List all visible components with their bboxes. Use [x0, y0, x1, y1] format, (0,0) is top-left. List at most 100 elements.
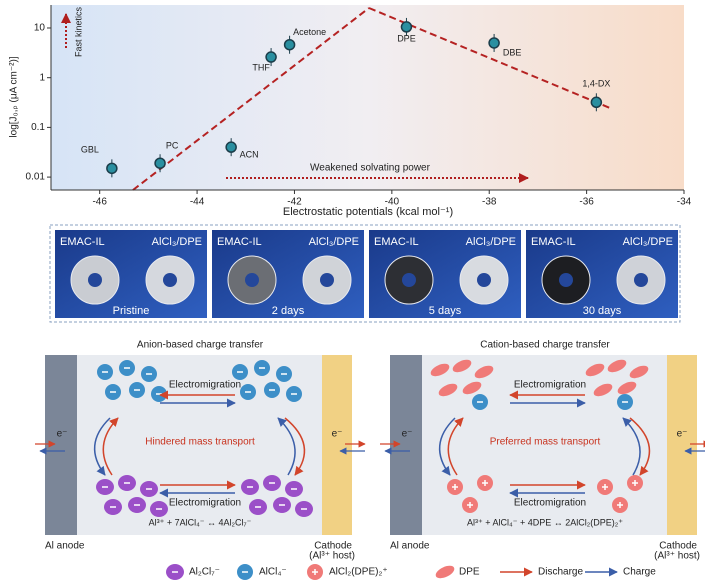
point-label: DPE — [397, 33, 416, 43]
point-label: ACN — [240, 150, 259, 160]
dpe — [617, 381, 637, 395]
legend-label: AlCl₄⁻ — [259, 567, 287, 578]
dpe — [585, 363, 605, 377]
dpe — [629, 365, 649, 379]
cathode-label: (Al³⁺ host) — [654, 551, 700, 562]
y-axis-label: log[J₀,ₚ (μA cm⁻²)] — [9, 56, 20, 137]
label: Electromigration — [169, 380, 241, 391]
discharge-arrow — [629, 417, 651, 476]
x-axis-label: Electrostatic potentials (kcal mol⁻¹) — [283, 206, 453, 218]
equation: Al³⁺ + AlCl₄⁻ + 4DPE ↔ 2AlCl₂(DPE)₂⁺ — [467, 517, 623, 527]
anode-label: Al anode — [45, 541, 85, 552]
label: Electromigration — [169, 498, 241, 509]
disc-hole — [634, 273, 648, 287]
dpe — [474, 365, 494, 379]
y-tick-label: 0.01 — [26, 172, 46, 183]
dpe — [607, 359, 627, 373]
point — [106, 162, 118, 175]
photo-label: EMAC-IL — [60, 236, 105, 248]
annotation: Fast kinetics — [73, 6, 83, 57]
transport-label: Preferred mass transport — [490, 437, 601, 448]
diagram-title: Anion-based charge transfer — [137, 340, 264, 351]
photo-label: AlCl₃/DPE — [152, 236, 202, 248]
electron: e⁻ — [57, 429, 68, 440]
transport-label: Hindered mass transport — [145, 437, 255, 448]
point — [225, 141, 237, 153]
charge-arrow — [438, 417, 456, 476]
charge-arrow — [277, 417, 296, 476]
charge-arrow — [93, 417, 111, 476]
point-label: 1,4-DX — [582, 79, 610, 89]
photo-caption: 30 days — [583, 305, 622, 317]
x-tick-label: -46 — [92, 197, 107, 208]
point-label: GBL — [81, 145, 99, 155]
anode-label: Al anode — [390, 541, 430, 552]
photo-caption: Pristine — [113, 305, 150, 317]
x-tick-label: -34 — [677, 197, 692, 208]
point-label: DBE — [503, 47, 522, 57]
point — [590, 96, 603, 109]
photo-label: EMAC-IL — [217, 236, 262, 248]
disc-hole — [402, 273, 416, 287]
x-tick-label: -38 — [482, 197, 497, 208]
dpe — [438, 383, 458, 397]
equation: Al³⁺ + 7AlCl₄⁻ ↔ 4Al₂Cl₇⁻ — [149, 517, 252, 527]
point-label: Acetone — [293, 27, 326, 37]
point — [265, 51, 277, 63]
cathode-label: (Al³⁺ host) — [309, 551, 355, 562]
cathode-label: Cathode — [659, 541, 697, 552]
point — [154, 157, 166, 169]
cathode — [322, 355, 352, 535]
cathode — [667, 355, 697, 535]
electron: e⁻ — [402, 429, 413, 440]
disc-hole — [245, 273, 259, 287]
point — [400, 21, 413, 33]
photo-label: EMAC-IL — [374, 236, 419, 248]
photo-label: AlCl₃/DPE — [466, 236, 516, 248]
x-tick-label: -42 — [287, 197, 302, 208]
legend-label: Al₂Cl₇⁻ — [189, 567, 220, 578]
discharge-arrow — [284, 417, 306, 476]
x-tick-label: -36 — [579, 197, 594, 208]
diagram-title: Cation-based charge transfer — [480, 340, 610, 351]
anode — [390, 355, 422, 535]
photo-caption: 2 days — [272, 305, 305, 317]
y-tick-label: 0.1 — [31, 122, 45, 133]
disc-hole — [88, 273, 102, 287]
disc-hole — [163, 273, 177, 287]
annotation: Weakened solvating power — [310, 163, 431, 174]
dpe — [430, 363, 450, 377]
disc-hole — [477, 273, 491, 287]
disc-hole — [559, 273, 573, 287]
point-label: THF — [252, 62, 270, 72]
electron: e⁻ — [677, 429, 688, 440]
x-tick-label: -44 — [190, 197, 205, 208]
x-tick-label: -40 — [385, 197, 400, 208]
label: Electromigration — [514, 380, 586, 391]
disc-hole — [320, 273, 334, 287]
photo-label: EMAC-IL — [531, 236, 576, 248]
legend-label: Discharge — [538, 567, 583, 578]
legend-dpe — [435, 565, 455, 579]
cathode-label: Cathode — [314, 541, 352, 552]
y-tick-label: 1 — [39, 72, 45, 83]
photo-label: AlCl₃/DPE — [623, 236, 673, 248]
y-tick-label: 10 — [34, 23, 46, 34]
dpe — [452, 359, 472, 373]
legend-label: Charge — [623, 567, 656, 578]
point — [488, 37, 500, 49]
discharge-arrow — [102, 417, 119, 476]
photo-frame — [49, 224, 681, 323]
legend-label: DPE — [459, 567, 480, 578]
photo-label: AlCl₃/DPE — [309, 236, 359, 248]
dpe — [462, 381, 482, 395]
discharge-arrow — [447, 417, 464, 476]
guide-line — [132, 7, 370, 191]
anode — [45, 355, 77, 535]
photo-caption: 5 days — [429, 305, 462, 317]
cell — [390, 355, 697, 535]
point-label: PC — [166, 141, 179, 151]
point — [283, 38, 296, 51]
dpe — [593, 383, 613, 397]
